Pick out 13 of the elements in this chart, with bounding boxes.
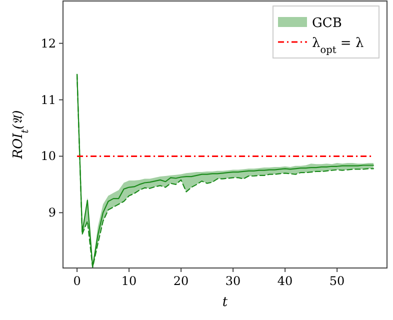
x-tick-label: 0: [73, 274, 81, 288]
x-tick-label: 30: [225, 274, 241, 288]
x-tick-label: 50: [329, 274, 345, 288]
x-axis-title: t: [222, 295, 228, 310]
legend-label: GCB: [312, 16, 342, 31]
y-tick-label: 12: [40, 36, 56, 50]
x-tick-label: 20: [173, 274, 189, 288]
y-tick-label: 10: [40, 149, 56, 164]
legend-label: λ$_{opt}$ = λ: [312, 36, 364, 56]
y-tick-label: 9: [48, 206, 56, 220]
x-tick-label: 10: [121, 274, 137, 288]
y-tick-label: 11: [40, 92, 56, 107]
x-tick-label: 40: [277, 274, 293, 288]
